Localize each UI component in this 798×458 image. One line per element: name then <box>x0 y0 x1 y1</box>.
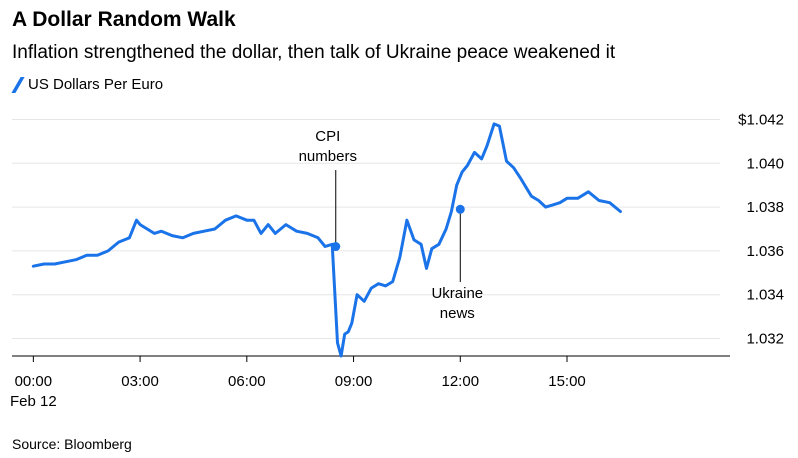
source-note: Source: Bloomberg <box>12 436 132 452</box>
annotation-label: Ukraine <box>431 285 483 302</box>
annotation-marker <box>331 242 341 252</box>
chart-title: A Dollar Random Walk <box>12 8 236 31</box>
annotation-marker <box>455 204 465 214</box>
x-tick-label: 00:00 <box>15 373 53 390</box>
x-tick-label: 03:00 <box>121 373 159 390</box>
x-tick-label: 15:00 <box>548 373 586 390</box>
y-tick-label: 1.032 <box>746 330 784 347</box>
x-tick-label: 09:00 <box>335 373 373 390</box>
legend: US Dollars Per Euro <box>11 76 164 93</box>
legend-label: US Dollars Per Euro <box>28 76 164 93</box>
x-sublabel: Feb 12 <box>10 393 57 410</box>
y-tick-label: 1.036 <box>746 243 784 260</box>
y-tick-label: 1.040 <box>746 155 784 172</box>
series-line <box>31 122 622 358</box>
annotation-label: news <box>440 305 475 322</box>
y-tick-label: 1.038 <box>746 199 784 216</box>
annotation-label: CPI <box>315 128 340 145</box>
annotation-label: numbers <box>299 148 357 165</box>
x-tick-label: 06:00 <box>228 373 266 390</box>
y-tick-label: $1.042 <box>738 112 784 129</box>
x-tick-label: 12:00 <box>442 373 480 390</box>
y-tick-label: 1.034 <box>746 287 784 304</box>
chart-subtitle: Inflation strengthened the dollar, then … <box>12 42 616 63</box>
